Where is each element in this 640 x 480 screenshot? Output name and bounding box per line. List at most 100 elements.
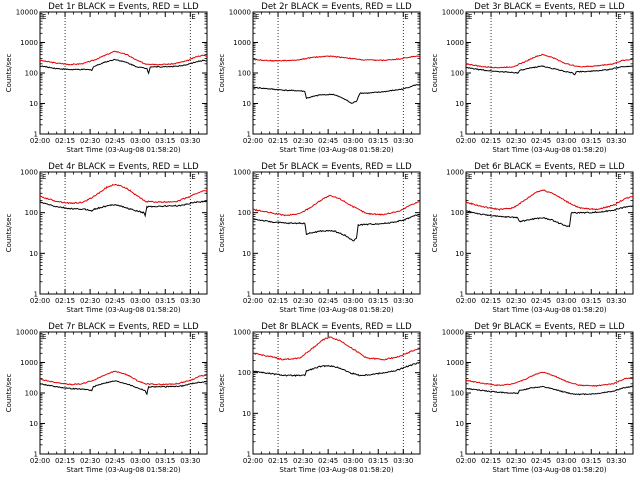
x-tick-label: 02:45 [105, 297, 125, 305]
x-tick-label: 02:00 [456, 457, 476, 465]
y-axis-label: Counts/sec [218, 374, 226, 413]
y-tick-label: 100 [451, 209, 464, 217]
x-tick-label: 02:45 [318, 137, 338, 145]
x-tick-label: 02:45 [318, 457, 338, 465]
lld-series-line [465, 371, 634, 387]
y-axis-label: Counts/sec [5, 54, 13, 93]
det-panel-2: Det 2r BLACK = Events, RED = LLD 1 10 100 10… [218, 2, 421, 154]
y-tick-label: 10000 [16, 9, 38, 17]
y-tick-label: 10 [242, 410, 251, 418]
x-tick-label: 03:15 [155, 137, 175, 145]
corner-label-right: E [404, 13, 408, 21]
panel-title: Det 1r BLACK = Events, RED = LLD [48, 2, 199, 12]
x-tick-label: 03:30 [180, 457, 200, 465]
panel-title: Det 2r BLACK = Events, RED = LLD [261, 2, 412, 12]
x-tick-label: 02:30 [506, 297, 526, 305]
y-tick-label: 100 [25, 209, 38, 217]
y-axis-label: Counts/sec [431, 374, 439, 413]
x-tick-label: 03:30 [393, 457, 413, 465]
x-tick-label: 03:15 [368, 297, 388, 305]
x-axis-label: Start Time (03-Aug-08 01:58:20) [66, 306, 180, 314]
corner-label-right: E [404, 173, 408, 181]
x-tick-label: 02:00 [30, 297, 50, 305]
x-tick-label: 02:45 [531, 137, 551, 145]
x-tick-label: 02:15 [481, 137, 501, 145]
corner-label-left: E [468, 333, 472, 341]
y-tick-label: 1000 [20, 169, 38, 177]
x-tick-label: 02:30 [293, 297, 313, 305]
y-tick-label: 10000 [229, 9, 251, 17]
x-tick-label: 02:30 [293, 137, 313, 145]
x-tick-label: 03:00 [343, 137, 363, 145]
x-tick-label: 03:15 [581, 457, 601, 465]
lld-series-line [465, 53, 634, 69]
y-tick-label: 10 [242, 250, 251, 258]
det-panel-5: Det 5r BLACK = Events, RED = LLD 1 10 100 10… [218, 162, 421, 314]
x-tick-label: 02:45 [531, 457, 551, 465]
x-axis-label: Start Time (03-Aug-08 01:58:20) [492, 146, 606, 154]
x-tick-label: 03:00 [130, 297, 150, 305]
x-tick-label: 02:00 [456, 297, 476, 305]
y-tick-label: 10 [455, 100, 464, 108]
y-tick-label: 10000 [442, 329, 464, 337]
events-series-line [252, 84, 421, 104]
x-tick-label: 03:00 [130, 137, 150, 145]
x-axis-label: Start Time (03-Aug-08 01:58:20) [279, 306, 393, 314]
x-tick-label: 02:45 [105, 137, 125, 145]
x-axis-label: Start Time (03-Aug-08 01:58:20) [279, 146, 393, 154]
x-tick-label: 03:15 [368, 457, 388, 465]
x-tick-label: 03:00 [130, 457, 150, 465]
y-tick-label: 10000 [442, 9, 464, 17]
corner-label-left: E [42, 173, 46, 181]
x-tick-label: 03:00 [556, 457, 576, 465]
x-tick-label: 02:45 [318, 297, 338, 305]
panel-title: Det 9r BLACK = Events, RED = LLD [474, 322, 625, 332]
y-tick-label: 100 [25, 390, 38, 398]
y-axis-label: Counts/sec [218, 214, 226, 253]
x-tick-label: 02:30 [80, 297, 100, 305]
x-tick-label: 02:00 [456, 137, 476, 145]
x-tick-label: 02:00 [243, 137, 263, 145]
y-axis-label: Counts/sec [5, 214, 13, 253]
corner-label-left: E [255, 13, 259, 21]
x-axis-label: Start Time (03-Aug-08 01:58:20) [492, 466, 606, 474]
y-tick-label: 1 [460, 291, 464, 299]
panel-title: Det 4r BLACK = Events, RED = LLD [48, 162, 199, 172]
x-tick-label: 02:15 [268, 137, 288, 145]
corner-label-right: E [191, 173, 195, 181]
y-tick-label: 1000 [446, 39, 464, 47]
lld-series-line [39, 370, 208, 386]
corner-label-left: E [42, 13, 46, 21]
x-axis-label: Start Time (03-Aug-08 01:58:20) [279, 466, 393, 474]
lld-series-line [252, 336, 420, 361]
corner-label-right: E [191, 333, 195, 341]
det-panel-6: Det 6r BLACK = Events, RED = LLD 1 10 100 10… [431, 162, 634, 314]
lld-series-line [465, 189, 634, 211]
y-axis-label: Counts/sec [218, 54, 226, 93]
x-tick-label: 03:00 [343, 457, 363, 465]
x-tick-label: 03:30 [606, 297, 626, 305]
x-tick-label: 02:30 [80, 137, 100, 145]
x-tick-label: 03:00 [343, 297, 363, 305]
x-tick-label: 02:15 [55, 297, 75, 305]
events-series-line [39, 58, 207, 75]
x-tick-label: 02:30 [80, 457, 100, 465]
events-series-line [252, 214, 421, 242]
y-tick-label: 1000 [20, 359, 38, 367]
y-tick-label: 1000 [446, 359, 464, 367]
y-tick-label: 1000 [233, 169, 251, 177]
det-panel-9: Det 9r BLACK = Events, RED = LLD 1 10 100 10… [431, 322, 634, 474]
x-tick-label: 02:00 [30, 457, 50, 465]
det-panel-3: Det 3r BLACK = Events, RED = LLD 1 10 100 10… [431, 2, 634, 154]
y-tick-label: 100 [451, 390, 464, 398]
lld-series-line [39, 50, 208, 66]
y-tick-label: 10 [29, 100, 38, 108]
corner-label-right: E [404, 333, 408, 341]
x-tick-label: 03:15 [155, 457, 175, 465]
y-tick-label: 100 [238, 70, 251, 78]
x-tick-label: 03:15 [581, 297, 601, 305]
x-tick-label: 02:15 [481, 297, 501, 305]
y-tick-label: 10 [242, 100, 251, 108]
det-panel-8: Det 8r BLACK = Events, RED = LLD 1 10 100 10… [218, 322, 421, 474]
